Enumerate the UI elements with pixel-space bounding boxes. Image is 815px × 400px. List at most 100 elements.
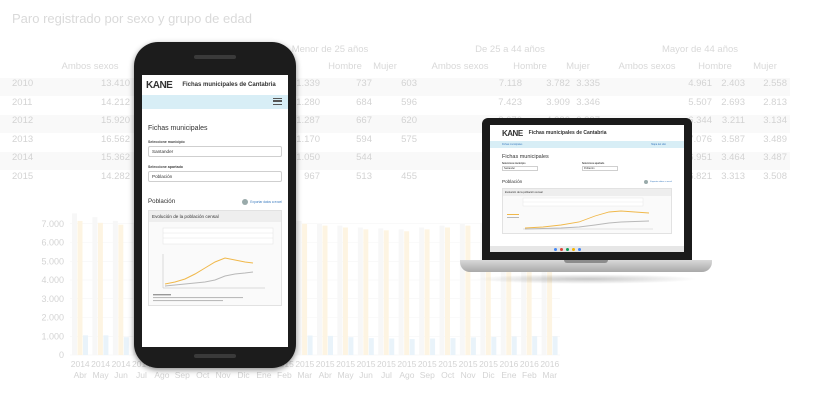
x-tick-year: 2015 <box>418 359 437 369</box>
bar <box>424 229 430 355</box>
x-tick-month: Jul <box>381 370 392 380</box>
bar <box>348 337 354 355</box>
mini-line-chart <box>507 210 653 230</box>
laptop-base <box>460 260 712 272</box>
bar <box>378 228 384 355</box>
municipio-field: Seleccione municipio Santander <box>502 163 538 171</box>
nav-link-fichas[interactable]: Fichas municipales <box>502 143 523 146</box>
bar <box>532 336 538 355</box>
table-row: 2011 14.212 1.280 684 596 7.423 3.909 3.346 5.50… <box>0 97 790 115</box>
bar <box>77 220 83 355</box>
bar <box>368 338 374 355</box>
table-cell: 14.212 <box>100 96 130 108</box>
laptop-navbar: Fichas municipales Mapa del sitio <box>490 141 684 148</box>
table-cell: 1.050 <box>296 152 320 163</box>
y-tick-label: 5.000 <box>41 256 64 266</box>
municipio-select[interactable]: Santander <box>502 166 538 171</box>
export-label: Exportar datos a excel <box>650 180 672 183</box>
mini-notes <box>153 294 243 302</box>
table-sub-header: Ambos sexos Hombre Mujer Ambos sexos Hom… <box>0 61 790 79</box>
selector-row: Seleccione municipio Santander Seleccion… <box>502 163 684 171</box>
bar <box>526 222 532 355</box>
x-tick-month: May <box>338 370 355 380</box>
table-cell: 3.464 <box>721 152 745 163</box>
bar <box>404 231 410 355</box>
laptop-shadow <box>474 274 698 284</box>
municipio-select[interactable]: Santander <box>148 146 282 157</box>
table-cell: 7.118 <box>498 78 522 89</box>
table-cell: 513 <box>356 170 372 182</box>
table-cell: 4.961 <box>688 78 712 89</box>
x-tick-month: Abr <box>74 370 87 380</box>
apartado-field: Seleccione apartado Población <box>582 163 618 171</box>
x-tick-year: 2014 <box>112 359 131 369</box>
table-cell: 16.562 <box>100 133 130 145</box>
x-tick-year: 2015 <box>479 359 498 369</box>
phone-device: KANE Fichas municipales de Cantabria Fic… <box>134 42 296 368</box>
apartado-select[interactable]: Población <box>582 166 618 171</box>
x-tick-year: 2015 <box>377 359 396 369</box>
bar <box>485 224 491 355</box>
export-excel-link[interactable]: Exportar datos a excel <box>644 179 672 184</box>
table-cell: 6.821 <box>688 170 712 182</box>
bar <box>430 338 436 355</box>
table-row: 2010 13.410 1.339 737 603 7.118 3.782 3.335 4.96… <box>0 78 790 96</box>
x-tick-month: Sep <box>175 370 190 380</box>
bar <box>357 227 363 355</box>
nav-link-mapa[interactable]: Mapa del sitio <box>651 143 666 146</box>
kane-logo[interactable]: KANE <box>146 79 173 91</box>
table-cell: 15.362 <box>100 152 130 163</box>
phone-speaker <box>194 55 236 59</box>
population-mini-chart <box>507 197 653 230</box>
x-tick-month: Sep <box>420 370 435 380</box>
table-cell: 6.344 <box>688 115 712 126</box>
taskbar-chrome-icon[interactable] <box>554 247 557 251</box>
laptop-screen: KANE Fichas municipales de Cantabria Fic… <box>490 125 684 252</box>
y-tick-label: 3.000 <box>41 294 64 304</box>
table-cell: 575 <box>401 133 417 145</box>
x-tick-year: 2016 <box>520 359 539 369</box>
taskbar-docs-icon[interactable] <box>572 247 575 251</box>
taskbar-gmail-icon[interactable] <box>560 247 563 251</box>
table-cell: 967 <box>304 170 320 182</box>
y-tick-label: 6.000 <box>41 238 64 248</box>
x-tick-month: Mar <box>297 370 312 380</box>
laptop-taskbar <box>490 246 684 252</box>
x-tick-month: Abr <box>319 370 332 380</box>
card-title: Evolución de la población censal <box>149 211 281 222</box>
x-tick-month: Ene <box>256 370 271 380</box>
x-tick-month: Feb <box>277 370 292 380</box>
x-tick-year: 2015 <box>336 359 355 369</box>
bar <box>459 223 465 355</box>
apartado-select[interactable]: Población <box>148 171 282 182</box>
hamburger-menu-icon[interactable] <box>273 98 282 105</box>
bar <box>123 337 129 355</box>
laptop-app-header: KANE Fichas municipales de Cantabria <box>490 125 684 141</box>
x-tick-month: Dic <box>237 370 250 380</box>
bar <box>445 227 450 355</box>
bar <box>307 335 313 355</box>
x-tick-month: Ago <box>154 370 169 380</box>
table-cell: 3.211 <box>721 115 745 126</box>
table-row: 2015 14.282 967 513 455 6.821 3.313 3.508 <box>0 171 790 189</box>
table-cell: 1.287 <box>296 115 320 126</box>
municipio-label: Seleccione municipio <box>502 163 526 165</box>
group-header-cell: Menor de 25 años <box>291 44 369 55</box>
bar <box>398 229 404 355</box>
mini-line-chart <box>162 254 265 289</box>
table-cell: 2.693 <box>721 96 745 108</box>
kane-logo[interactable]: KANE <box>502 128 523 138</box>
apartado-label: Seleccione apartado <box>148 165 183 169</box>
taskbar-drive-icon[interactable] <box>566 247 569 251</box>
x-tick-month: Jul <box>136 370 147 380</box>
bar <box>541 221 547 355</box>
sub-header-cell: Hombre <box>328 61 362 72</box>
phone-screen: KANE Fichas municipales de Cantabria Fic… <box>142 75 288 347</box>
bar <box>480 222 486 355</box>
table-cell: 14.282 <box>100 170 130 182</box>
table-cell: 1.339 <box>296 78 320 89</box>
taskbar-app-icon[interactable] <box>578 247 581 251</box>
table-cell: 7.076 <box>688 133 712 145</box>
section-title: Población <box>502 179 523 184</box>
export-excel-link[interactable]: Exportar datos a excel <box>242 198 282 205</box>
